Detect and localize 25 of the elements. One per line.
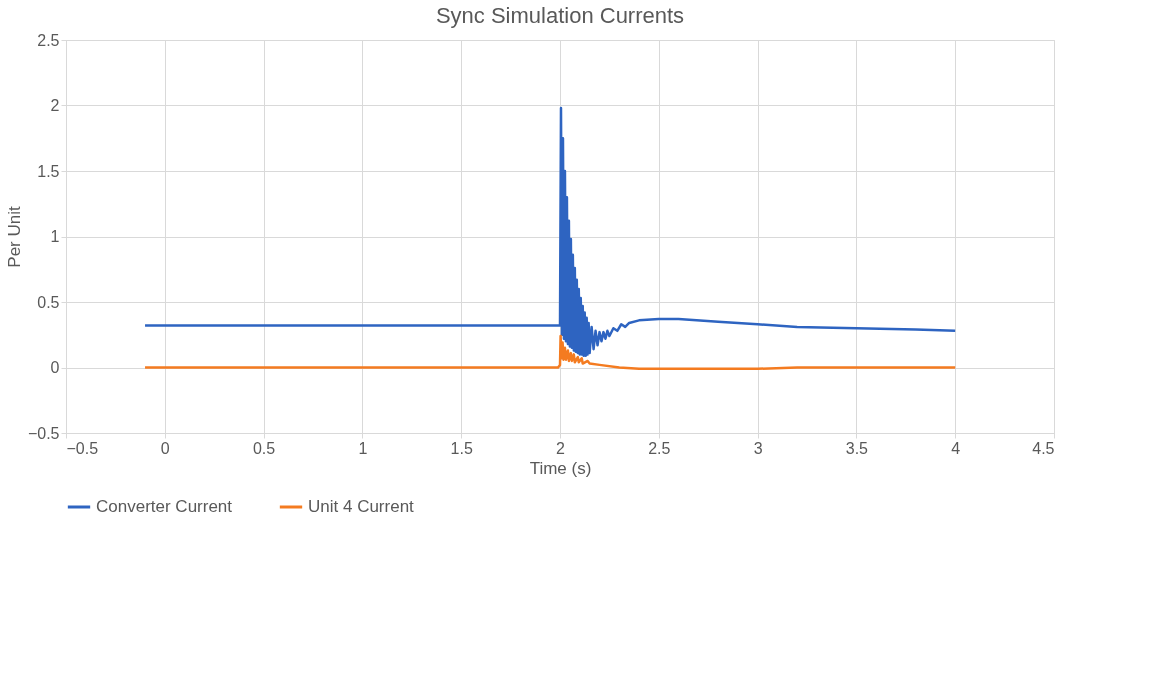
y-tick-label: 1 bbox=[50, 228, 60, 245]
x-axis-title: Time (s) bbox=[529, 458, 592, 478]
y-axis-title: Per Unit bbox=[4, 206, 24, 268]
x-tick-label: 3.5 bbox=[845, 439, 869, 457]
y-tick-label: 2 bbox=[50, 97, 60, 114]
legend-label: Unit 4 Current bbox=[308, 497, 415, 516]
x-tick-label: 1.5 bbox=[450, 439, 473, 457]
x-tick-label: −0.5 bbox=[66, 439, 99, 457]
x-tick-label: 4 bbox=[951, 439, 961, 457]
y-tick-label: 0.5 bbox=[37, 293, 60, 311]
y-tick-label: 2.5 bbox=[37, 31, 60, 49]
legend-label: Converter Current bbox=[96, 497, 233, 516]
y-tick-label: 1.5 bbox=[37, 162, 60, 180]
y-tick-label: 0 bbox=[50, 359, 60, 376]
x-tick-label: 0.5 bbox=[252, 439, 276, 457]
chart-title: Sync Simulation Currents bbox=[435, 3, 685, 28]
x-tick-label: 4.5 bbox=[1032, 439, 1055, 457]
x-tick-label: 0 bbox=[160, 439, 170, 457]
x-tick-label: 2 bbox=[556, 439, 566, 457]
x-tick-label: 2.5 bbox=[648, 439, 671, 457]
line-series bbox=[143, 106, 957, 357]
y-tick-label: −0.5 bbox=[27, 424, 60, 442]
x-tick-label: 3 bbox=[753, 439, 763, 457]
x-tick-label: 1 bbox=[358, 439, 368, 457]
line-series bbox=[143, 334, 957, 371]
